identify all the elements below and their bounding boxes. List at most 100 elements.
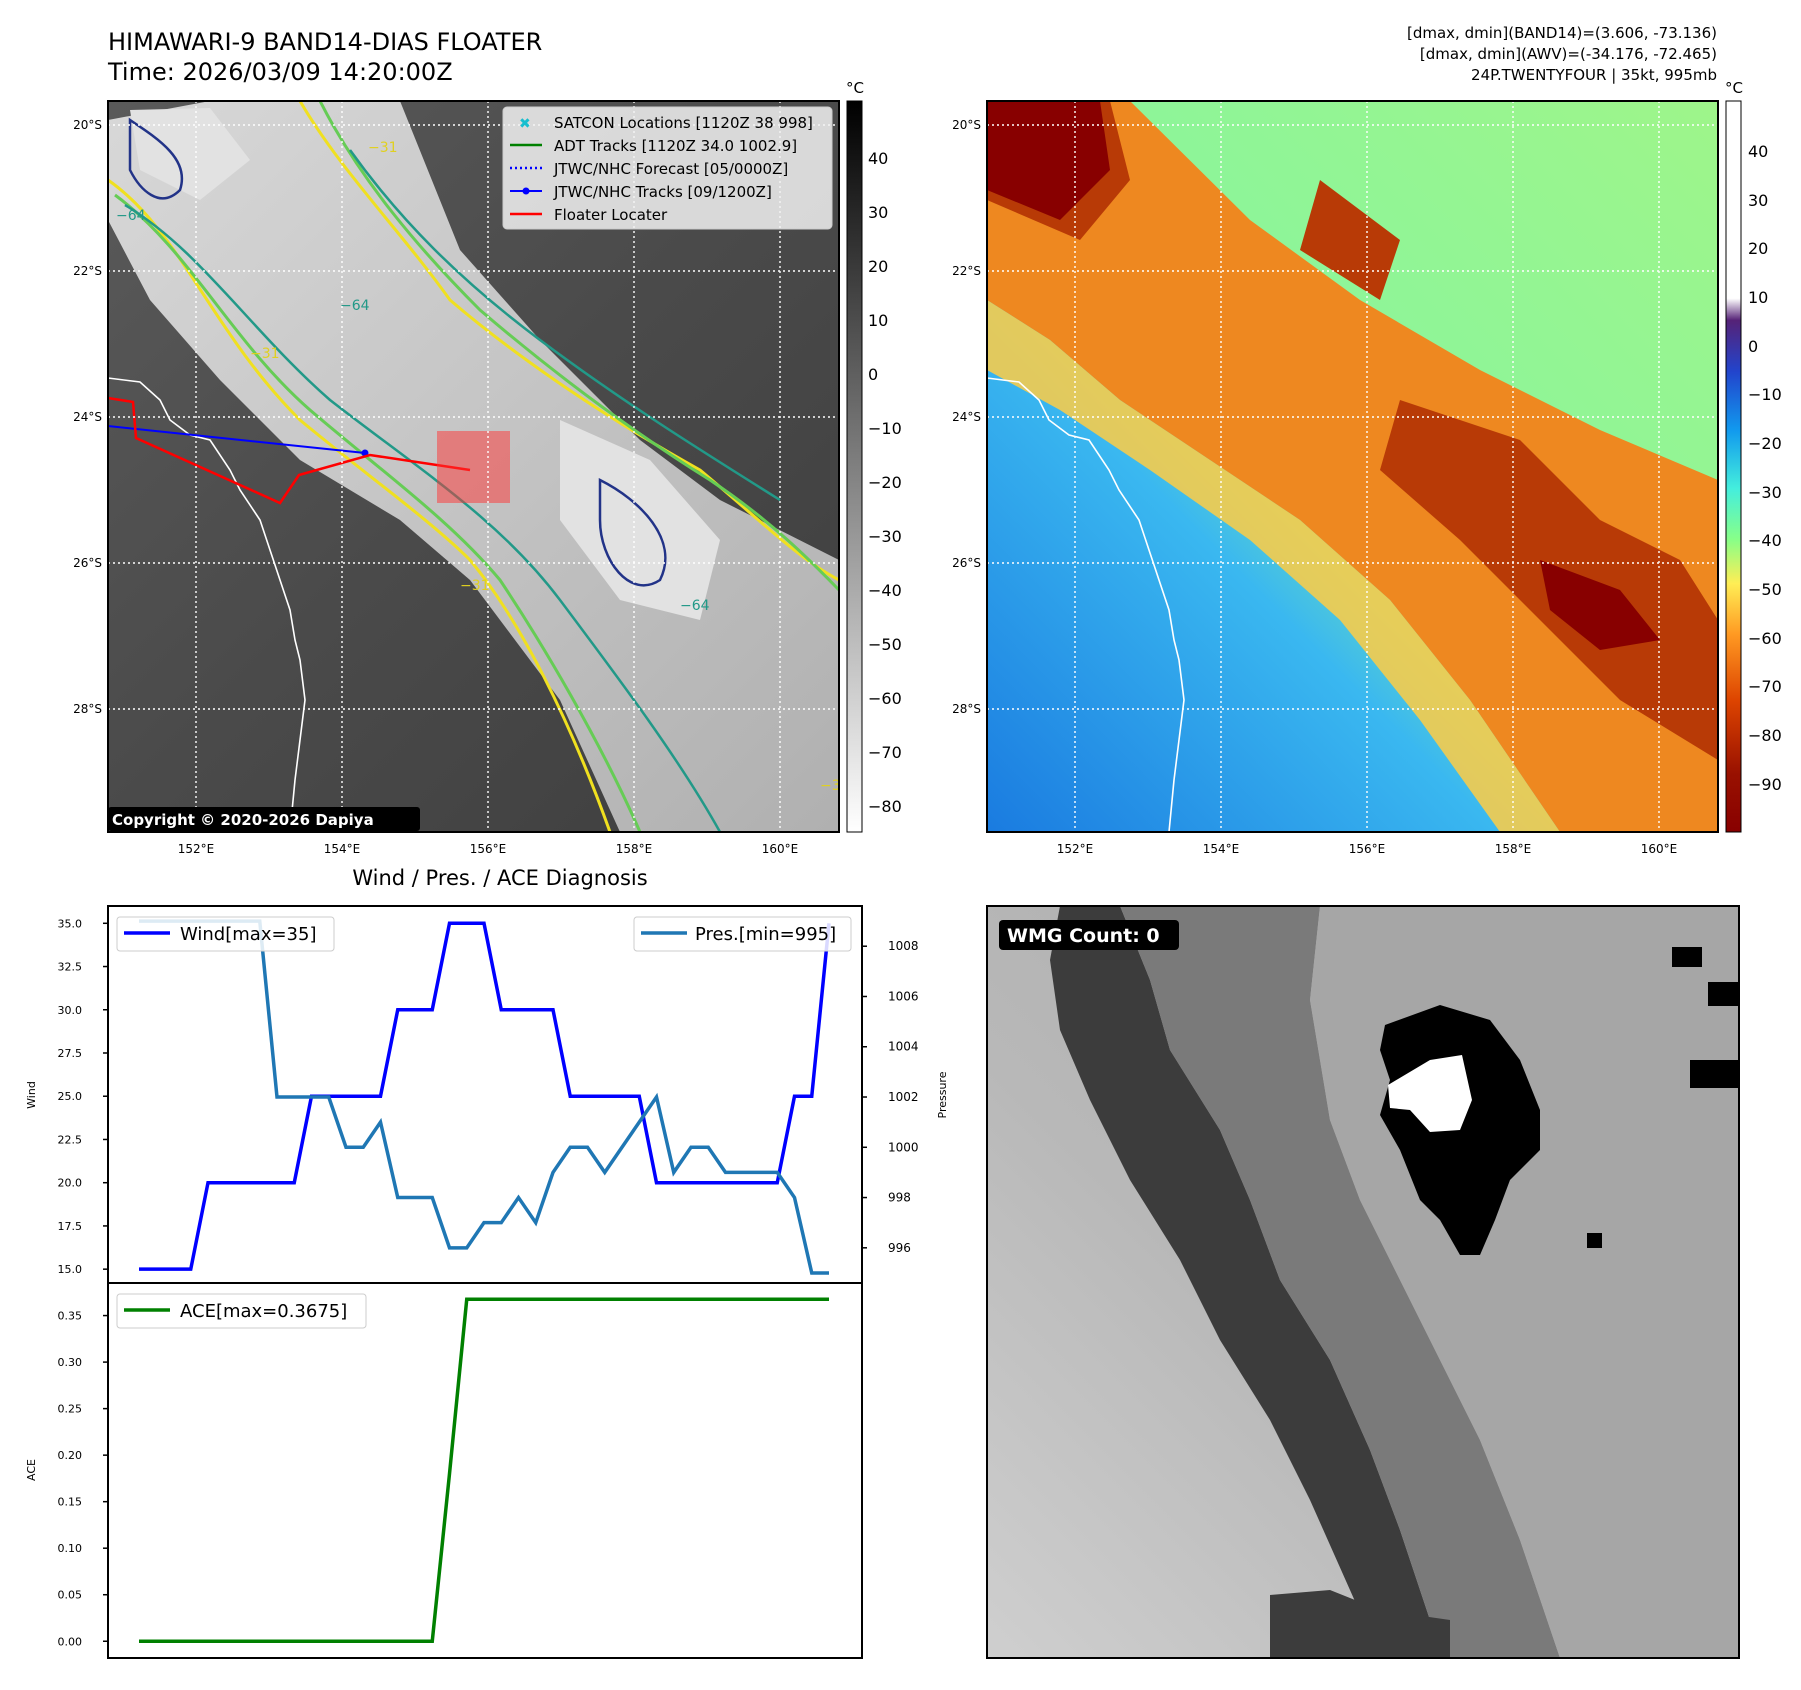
colorbar-tick-label: 0 [868,365,878,384]
plot-marks: 15.0 17.5 20.0 22.5 25.0 27.5 30.0 32.5 35.0 996 9… [58,916,919,1648]
colorbar-tick-label: −80 [1748,726,1782,745]
ir-contour-navy [128,117,667,587]
lat-tick: 22°S [952,264,981,278]
wmg-count-label: WMG Count: 0 [1007,925,1160,947]
awv-lat-labels: 20°S 22°S 24°S 26°S 28°S [952,118,981,716]
contour-label: −64 [680,598,710,614]
stats-awv: [dmax, dmin](AWV)=(-34.176, -72.465) [1420,45,1717,63]
ace-tick-label: 0.10 [58,1542,83,1555]
ace-tick-label: 0.30 [58,1356,83,1369]
pressure-axis-label: Pressure [936,1071,949,1118]
pressure-tick-label: 1004 [888,1040,919,1054]
diagnosis-panel: Wind / Pres. / ACE Diagnosis Wind Pressu… [25,866,949,1659]
colorbar-tick-label: 30 [868,203,888,222]
lat-tick: 28°S [952,702,981,716]
pressure-legend-box [633,916,852,952]
colorbar-tick-label: −20 [868,473,902,492]
lon-tick: 152°E [1057,842,1094,856]
wmg-bottom-patch [1270,1590,1450,1658]
colorbar-tick-label: −30 [1748,483,1782,502]
wind-tick-label: 27.5 [58,1047,83,1060]
gridlines [987,101,1718,832]
gridlines [108,101,839,832]
wind-series-line [139,921,831,1271]
wmg-count-badge [999,920,1179,950]
lon-tick: 156°E [470,842,507,856]
colorbar-tick-label: 40 [868,149,888,168]
copyright-text: Copyright © 2020-2026 Dapiya [112,811,374,829]
contour-label: −64 [340,298,370,314]
awv-panel: °C 40 30 20 10 0 −10 −20 −30 −40 −50 −60… [952,79,1782,856]
colorbar-tick-label: −10 [1748,385,1782,404]
wind-tick-label: 25.0 [58,1090,83,1103]
lat-tick: 26°S [73,556,102,570]
colorbar-tick-label: −50 [868,635,902,654]
stats-band14: [dmax, dmin](BAND14)=(3.606, -73.136) [1407,24,1717,42]
pressure-tick-label: 1006 [888,989,919,1003]
awv-imagery [987,101,1718,832]
ir-lat-labels: 20°S 22°S 24°S 26°S 28°S [73,118,102,716]
colorbar-tick-label: 30 [1748,191,1768,210]
awv-colorbar [1725,100,1742,833]
colorbar-tick-label: −30 [868,527,902,546]
wind-tick-label: 22.5 [58,1133,83,1146]
wmg-eye-core [1388,1055,1472,1132]
contour-label: −64 [116,208,146,224]
ir-colorbar-ticks: 40 30 20 10 0 −10 −20 −30 −40 −50 −60 −7… [868,149,902,816]
wind-tick-label: 30.0 [58,1004,83,1017]
wmg-pixel [1587,1233,1602,1248]
pressure-legend-label: Pres.[min=995] [695,924,836,945]
contour-label: −31 [460,578,490,594]
ace-tick-label: 0.35 [58,1310,83,1323]
wmg-pixel [1672,947,1702,967]
ir-legend: ✖ SATCON Locations [1120Z 38 998] ADT Tr… [502,106,833,230]
colorbar-tick-label: 20 [1748,239,1768,258]
ir-contour-green [114,101,839,832]
wind-axis-label: Wind [25,1081,38,1109]
lon-tick: 156°E [1349,842,1386,856]
wind-legend-label: Wind[max=35] [180,924,317,945]
colorbar-tick-label: −70 [868,743,902,762]
lat-tick: 24°S [952,410,981,424]
legend-item-satcon: SATCON Locations [1120Z 38 998] [554,114,813,132]
wmg-pixel [1708,982,1739,1006]
storm-info: 24P.TWENTYFOUR | 35kt, 995mb [1471,66,1717,84]
legend-item-floater: Floater Locater [554,206,668,224]
awv-dry-core [987,101,1718,760]
ace-axes [107,1282,863,1659]
colorbar-tick-label: −70 [1748,677,1782,696]
ace-tick-label: 0.25 [58,1403,83,1416]
colorbar-tick-label: 10 [868,311,888,330]
contour-label: −31 [250,346,280,362]
pressure-tick-label: 1000 [888,1140,919,1154]
ir-cloud-core [130,108,720,620]
wind-tick-label: 20.0 [58,1177,83,1190]
lon-tick: 158°E [1495,842,1532,856]
wmg-band-dark [1050,906,1450,1658]
ace-axis-label: ACE [25,1459,38,1481]
legend-item-jtwc-forecast: JTWC/NHC Forecast [05/0000Z] [553,160,788,178]
ace-tick-label: 0.20 [58,1449,83,1462]
legend-item-jtwc-tracks: JTWC/NHC Tracks [09/1200Z] [553,183,772,201]
legend-marker-x-icon: ✖ [519,116,531,132]
colorbar-tick-label: −90 [1748,775,1782,794]
pressure-tick-label: 998 [888,1191,911,1205]
lat-tick: 20°S [952,118,981,132]
lat-tick: 22°S [73,264,102,278]
jtwc-track-line [108,425,366,454]
colorbar-tick-label: −60 [868,689,902,708]
ace-legend-label: ACE[max=0.3675] [180,1301,347,1322]
ace-tick-label: 0.15 [58,1496,83,1509]
ace-legend-box [116,1293,367,1329]
copyright-badge [108,807,420,831]
pressure-tick-label: 1008 [888,939,919,953]
lon-tick: 160°E [1641,842,1678,856]
colorbar-tick-label: 0 [1748,337,1758,356]
lat-tick: 24°S [73,410,102,424]
wind-tick-label: 35.0 [58,917,83,930]
floater-box [437,431,510,503]
diagnosis-title: Wind / Pres. / ACE Diagnosis [352,866,647,890]
colorbar-tick-label: 10 [1748,288,1768,307]
awv-lon-labels: 152°E 154°E 156°E 158°E 160°E [1057,842,1678,856]
